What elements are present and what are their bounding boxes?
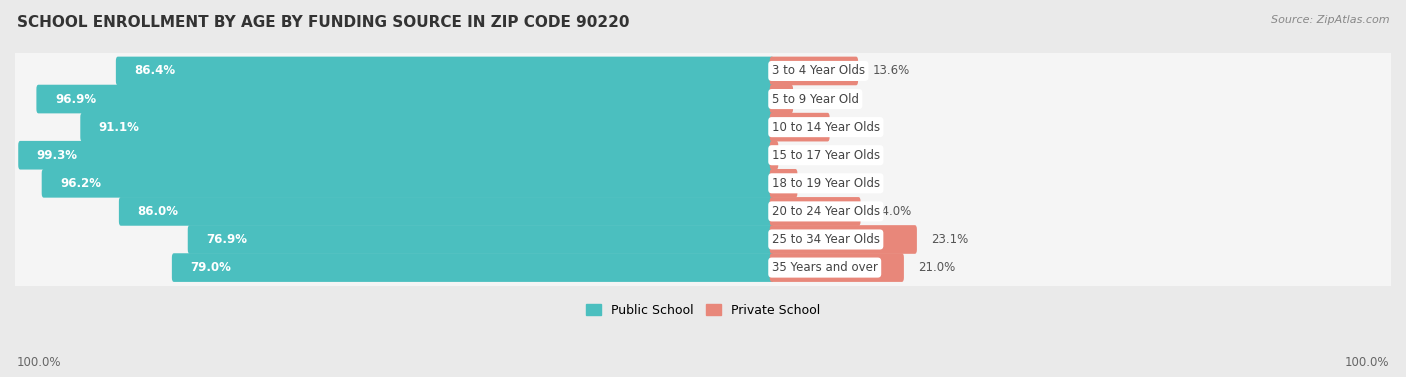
Text: 20 to 24 Year Olds: 20 to 24 Year Olds bbox=[772, 205, 880, 218]
FancyBboxPatch shape bbox=[14, 246, 1392, 290]
Text: 96.2%: 96.2% bbox=[60, 177, 101, 190]
FancyBboxPatch shape bbox=[115, 57, 773, 85]
Text: 18 to 19 Year Olds: 18 to 19 Year Olds bbox=[772, 177, 880, 190]
FancyBboxPatch shape bbox=[14, 218, 1392, 261]
Text: 86.0%: 86.0% bbox=[138, 205, 179, 218]
FancyBboxPatch shape bbox=[14, 49, 1392, 93]
FancyBboxPatch shape bbox=[120, 197, 773, 226]
Text: 3 to 4 Year Olds: 3 to 4 Year Olds bbox=[772, 64, 865, 77]
Text: SCHOOL ENROLLMENT BY AGE BY FUNDING SOURCE IN ZIP CODE 90220: SCHOOL ENROLLMENT BY AGE BY FUNDING SOUR… bbox=[17, 15, 630, 30]
Text: 3.8%: 3.8% bbox=[811, 177, 841, 190]
Text: 76.9%: 76.9% bbox=[207, 233, 247, 246]
FancyBboxPatch shape bbox=[80, 113, 773, 141]
Text: 0.71%: 0.71% bbox=[793, 149, 830, 162]
FancyBboxPatch shape bbox=[769, 169, 797, 198]
Text: 35 Years and over: 35 Years and over bbox=[772, 261, 877, 274]
Text: 21.0%: 21.0% bbox=[918, 261, 956, 274]
Text: 15 to 17 Year Olds: 15 to 17 Year Olds bbox=[772, 149, 880, 162]
FancyBboxPatch shape bbox=[769, 141, 779, 170]
FancyBboxPatch shape bbox=[18, 141, 773, 170]
Text: 91.1%: 91.1% bbox=[98, 121, 139, 133]
FancyBboxPatch shape bbox=[769, 113, 830, 141]
Text: 96.9%: 96.9% bbox=[55, 92, 96, 106]
Text: 9.0%: 9.0% bbox=[844, 121, 873, 133]
Text: 23.1%: 23.1% bbox=[931, 233, 969, 246]
Text: 25 to 34 Year Olds: 25 to 34 Year Olds bbox=[772, 233, 880, 246]
FancyBboxPatch shape bbox=[37, 85, 773, 113]
Text: 14.0%: 14.0% bbox=[875, 205, 912, 218]
Text: 5 to 9 Year Old: 5 to 9 Year Old bbox=[772, 92, 859, 106]
FancyBboxPatch shape bbox=[172, 253, 773, 282]
Legend: Public School, Private School: Public School, Private School bbox=[581, 299, 825, 322]
Text: 79.0%: 79.0% bbox=[190, 261, 232, 274]
FancyBboxPatch shape bbox=[769, 253, 904, 282]
FancyBboxPatch shape bbox=[769, 225, 917, 254]
FancyBboxPatch shape bbox=[14, 105, 1392, 149]
FancyBboxPatch shape bbox=[188, 225, 773, 254]
Text: 10 to 14 Year Olds: 10 to 14 Year Olds bbox=[772, 121, 880, 133]
Text: Source: ZipAtlas.com: Source: ZipAtlas.com bbox=[1271, 15, 1389, 25]
FancyBboxPatch shape bbox=[769, 197, 860, 226]
FancyBboxPatch shape bbox=[769, 85, 793, 113]
FancyBboxPatch shape bbox=[42, 169, 773, 198]
Text: 100.0%: 100.0% bbox=[1344, 357, 1389, 369]
FancyBboxPatch shape bbox=[14, 161, 1392, 205]
Text: 13.6%: 13.6% bbox=[873, 64, 910, 77]
FancyBboxPatch shape bbox=[14, 190, 1392, 233]
FancyBboxPatch shape bbox=[14, 133, 1392, 177]
FancyBboxPatch shape bbox=[769, 57, 858, 85]
Text: 100.0%: 100.0% bbox=[17, 357, 62, 369]
Text: 99.3%: 99.3% bbox=[37, 149, 77, 162]
Text: 86.4%: 86.4% bbox=[135, 64, 176, 77]
Text: 3.1%: 3.1% bbox=[807, 92, 837, 106]
FancyBboxPatch shape bbox=[14, 77, 1392, 121]
